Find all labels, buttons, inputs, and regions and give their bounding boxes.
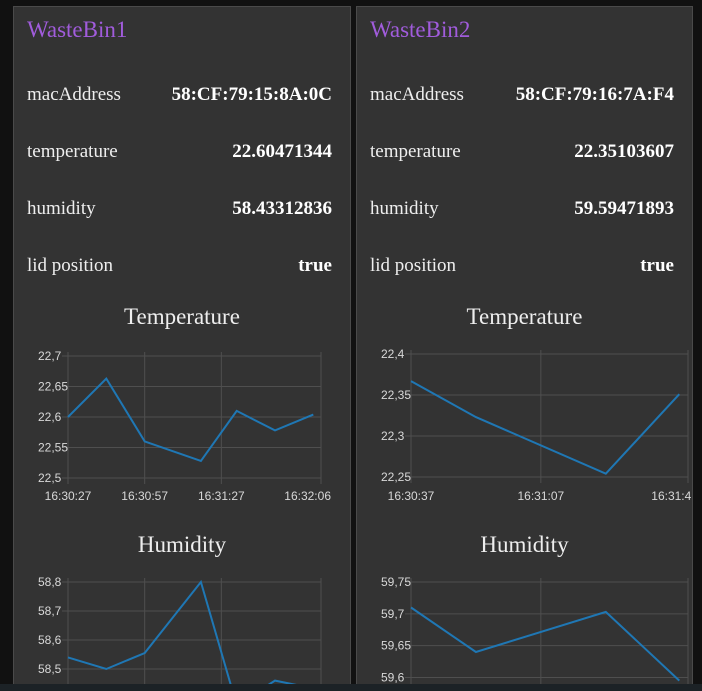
field-row-temperature: temperature 22.35103607 xyxy=(370,137,674,167)
field-value: true xyxy=(298,255,332,276)
series-line xyxy=(67,376,314,463)
x-tick-label: 16:30:37 xyxy=(388,489,435,503)
field-label: humidity xyxy=(370,198,439,219)
chart-title-temperature: Temperature xyxy=(124,304,240,329)
field-row-humidity: humidity 59.59471893 xyxy=(370,194,674,224)
y-tick-label: 22,35 xyxy=(381,388,411,402)
y-tick-label: 59,7 xyxy=(381,607,405,621)
x-tick-label: 16:31:07 xyxy=(517,489,564,503)
field-row-lid-position: lid position true xyxy=(27,251,332,281)
y-tick-label: 58,5 xyxy=(38,662,62,676)
bottom-bar xyxy=(0,684,702,691)
x-tick-label: 16:31:27 xyxy=(198,489,245,503)
y-tick-label: 22,55 xyxy=(38,441,68,455)
y-tick-label: 59,75 xyxy=(381,575,411,589)
y-tick-label: 59,6 xyxy=(381,670,405,684)
field-row-temperature: temperature 22.60471344 xyxy=(27,137,332,167)
field-label: macAddress xyxy=(27,84,121,105)
field-row-mac-address: macAddress 58:CF:79:15:8A:0C xyxy=(27,80,332,110)
y-tick-label: 58,7 xyxy=(38,604,62,618)
series-line xyxy=(410,380,681,475)
y-tick-label: 22,25 xyxy=(381,470,411,484)
field-value: 58:CF:79:15:8A:0C xyxy=(171,84,332,105)
field-value: 58:CF:79:16:7A:F4 xyxy=(515,84,674,105)
field-row-lid-position: lid position true xyxy=(370,251,674,281)
chart-title-humidity: Humidity xyxy=(137,532,227,557)
humidity-chart: 58,458,558,658,758,8 xyxy=(38,575,322,685)
y-tick-label: 22,65 xyxy=(38,380,68,394)
temperature-chart: 22,25 22,3 22,35 22,4 16:30:37 16:31:07 16:31:… xyxy=(381,347,693,503)
field-label: lid position xyxy=(370,255,457,276)
temperature-chart: 22,5 22,55 22,6 22,65 22,7 16:30:27 16:30:57 16… xyxy=(38,349,331,503)
field-label: humidity xyxy=(27,198,96,219)
card-title: WasteBin1 xyxy=(27,17,128,42)
series-line xyxy=(67,579,302,685)
field-label: temperature xyxy=(370,141,461,162)
field-label: temperature xyxy=(27,141,118,162)
chart-title-humidity: Humidity xyxy=(480,532,569,557)
field-value: true xyxy=(640,255,674,276)
x-tick-label: 16:30:27 xyxy=(45,489,92,503)
y-tick-label: 58,8 xyxy=(38,575,62,589)
y-tick-label: 59,65 xyxy=(381,639,411,653)
field-value: 22.60471344 xyxy=(232,141,332,162)
wastebin2-card: WasteBin2 macAddress 58:CF:79:16:7A:F4 t… xyxy=(356,6,693,686)
y-tick-label: 58,6 xyxy=(38,633,62,647)
x-tick-label: 16:32:06 xyxy=(284,489,331,503)
field-label: macAddress xyxy=(370,84,464,105)
field-value: 22.35103607 xyxy=(574,141,674,162)
y-tick-label: 22,3 xyxy=(381,429,405,443)
field-row-humidity: humidity 58.43312836 xyxy=(27,194,332,224)
card-title: WasteBin2 xyxy=(370,17,471,42)
field-label: lid position xyxy=(27,255,114,276)
y-tick-label: 22,4 xyxy=(381,347,405,361)
x-tick-label: 16:30:57 xyxy=(121,489,168,503)
y-tick-label: 22,7 xyxy=(38,349,62,363)
field-value: 58.43312836 xyxy=(232,198,332,219)
field-row-mac-address: macAddress 58:CF:79:16:7A:F4 xyxy=(370,80,674,110)
x-tick-label: 16:31:41 xyxy=(651,489,693,503)
wastebin1-card: WasteBin1 macAddress 58:CF:79:15:8A:0C t… xyxy=(13,6,351,686)
series-line xyxy=(410,606,680,682)
y-tick-label: 22,6 xyxy=(38,410,62,424)
chart-title-temperature: Temperature xyxy=(466,304,583,329)
humidity-chart: 59,6 59,65 59,7 59,75 xyxy=(381,575,689,685)
field-value: 59.59471893 xyxy=(574,198,674,219)
y-tick-label: 22,5 xyxy=(38,471,62,485)
